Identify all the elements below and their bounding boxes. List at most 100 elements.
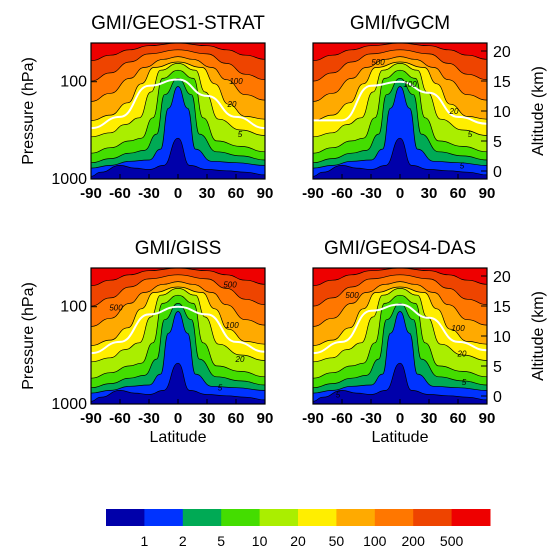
panel-title: GMI/GISS <box>135 238 222 259</box>
colorbar: 1 2 5 10 20 50 100 200 500 <box>106 509 491 548</box>
colorbar-swatch <box>144 509 184 526</box>
colorbar-swatch <box>374 509 414 526</box>
x-tick-label: -60 <box>331 410 353 427</box>
colorbar-label: 2 <box>179 533 187 548</box>
band-fill <box>313 43 487 82</box>
x-tick-label: 30 <box>199 410 216 427</box>
contour-label: 5 <box>238 130 243 139</box>
contour-label: 5 <box>462 378 467 387</box>
contour-label: 5 <box>336 391 341 400</box>
contour-label: 20 <box>457 350 467 359</box>
y2-tick-label: 10 <box>493 104 511 121</box>
x-tick-label: 0 <box>174 410 182 427</box>
contour-label: 100 <box>403 80 417 89</box>
y2-axis-label: Altitude (km) <box>530 291 547 381</box>
contour-label: 5 <box>468 130 473 139</box>
band-fill <box>91 43 265 82</box>
colorbar-label: 1 <box>141 533 149 548</box>
contour-label: 500 <box>371 58 385 67</box>
band-fill <box>91 268 265 307</box>
panel-3: 500 500 100 20 5 GMI/GISS -90 -60 -30 0 30 60 90 Lati… <box>20 238 273 446</box>
y-axis-label: Pressure (hPa) <box>20 57 37 165</box>
x-tick-label: 90 <box>479 185 496 202</box>
colorbar-swatch <box>336 509 376 526</box>
contour-label: 20 <box>235 355 245 364</box>
contour-label: 5 <box>460 161 465 170</box>
x-tick-label: -30 <box>360 185 382 202</box>
x-tick-label: -30 <box>360 410 382 427</box>
x-tick-label: -30 <box>138 410 160 427</box>
x-tick-label: 0 <box>174 185 182 202</box>
contour-field: 500 500 100 20 5 <box>91 268 265 404</box>
x-tick-label: -90 <box>80 410 102 427</box>
colorbar-label: 500 <box>440 533 464 548</box>
white-line <box>91 78 265 130</box>
colorbar-label: 10 <box>252 533 268 548</box>
x-tick-label: -60 <box>331 185 353 202</box>
white-line <box>91 305 265 355</box>
y2-tick-label: 5 <box>493 134 502 151</box>
y-tick-label: 1000 <box>51 171 87 188</box>
y-axis-label: Pressure (hPa) <box>20 282 37 390</box>
y-tick-label: 1000 <box>51 396 87 413</box>
y2-tick-label: 0 <box>493 389 502 406</box>
colorbar-label: 100 <box>363 533 387 548</box>
colorbar-swatch <box>106 509 145 526</box>
colorbar-swatch <box>182 509 222 526</box>
contour-field: 500 100 20 5 5 <box>313 43 487 179</box>
contour-label: 20 <box>227 100 237 109</box>
y2-tick-label: 5 <box>493 359 502 376</box>
x-tick-label: -90 <box>302 410 324 427</box>
panel-title: GMI/GEOS1-STRAT <box>91 13 265 34</box>
contour-field: 500 100 20 5 5 <box>313 268 487 404</box>
x-tick-label: 90 <box>479 410 496 427</box>
white-line <box>313 303 487 355</box>
colorbar-swatch <box>221 509 261 526</box>
x-tick-label: 30 <box>421 185 438 202</box>
y-tick-label: 100 <box>60 74 87 91</box>
y2-tick-label: 10 <box>493 329 511 346</box>
band-fill <box>313 268 487 307</box>
x-tick-label: 60 <box>228 185 245 202</box>
contour-label: 5 <box>218 384 223 393</box>
x-tick-label: 60 <box>228 410 245 427</box>
x-tick-label: -30 <box>138 185 160 202</box>
contour-label: 500 <box>223 280 237 289</box>
panel-2: 500 100 20 5 5 GMI/fvGCM -90 -60 -30 0 30 60 90 20 15 1… <box>302 13 547 202</box>
colorbar-label: 50 <box>329 533 345 548</box>
y2-tick-label: 20 <box>493 269 511 286</box>
contour-field: 5 20 100 <box>91 43 265 179</box>
contour-label: 20 <box>449 107 459 116</box>
x-tick-label: 90 <box>257 185 274 202</box>
x-axis-label: Latitude <box>150 429 207 446</box>
panel-title: GMI/GEOS4-DAS <box>324 238 476 259</box>
x-axis-label: Latitude <box>372 429 429 446</box>
contour-label: 100 <box>451 324 465 333</box>
x-tick-label: 0 <box>396 410 404 427</box>
white-line <box>313 80 487 125</box>
y-tick-label: 100 <box>60 299 87 316</box>
y2-axis-label: Altitude (km) <box>530 66 547 156</box>
y2-tick-label: 15 <box>493 74 511 91</box>
x-tick-label: -60 <box>109 185 131 202</box>
colorbar-swatch <box>298 509 337 526</box>
x-tick-label: 60 <box>450 410 467 427</box>
x-tick-label: 0 <box>396 185 404 202</box>
x-tick-label: 60 <box>450 185 467 202</box>
colorbar-swatch <box>413 509 453 526</box>
x-tick-label: -90 <box>80 185 102 202</box>
panel-title: GMI/fvGCM <box>350 13 450 34</box>
x-tick-label: 30 <box>199 185 216 202</box>
contour-label: 500 <box>109 303 123 312</box>
contour-label: 500 <box>345 291 359 300</box>
colorbar-swatch <box>451 509 491 526</box>
colorbar-label: 200 <box>402 533 426 548</box>
colorbar-label: 5 <box>217 533 225 548</box>
y2-tick-label: 20 <box>493 44 511 61</box>
contour-label: 100 <box>229 77 243 86</box>
panel-1: 5 20 100 GMI/GEOS1-STRAT -90 -60 -30 0 30 60 90 100… <box>20 13 273 202</box>
colorbar-swatch <box>259 509 299 526</box>
x-tick-label: -90 <box>302 185 324 202</box>
